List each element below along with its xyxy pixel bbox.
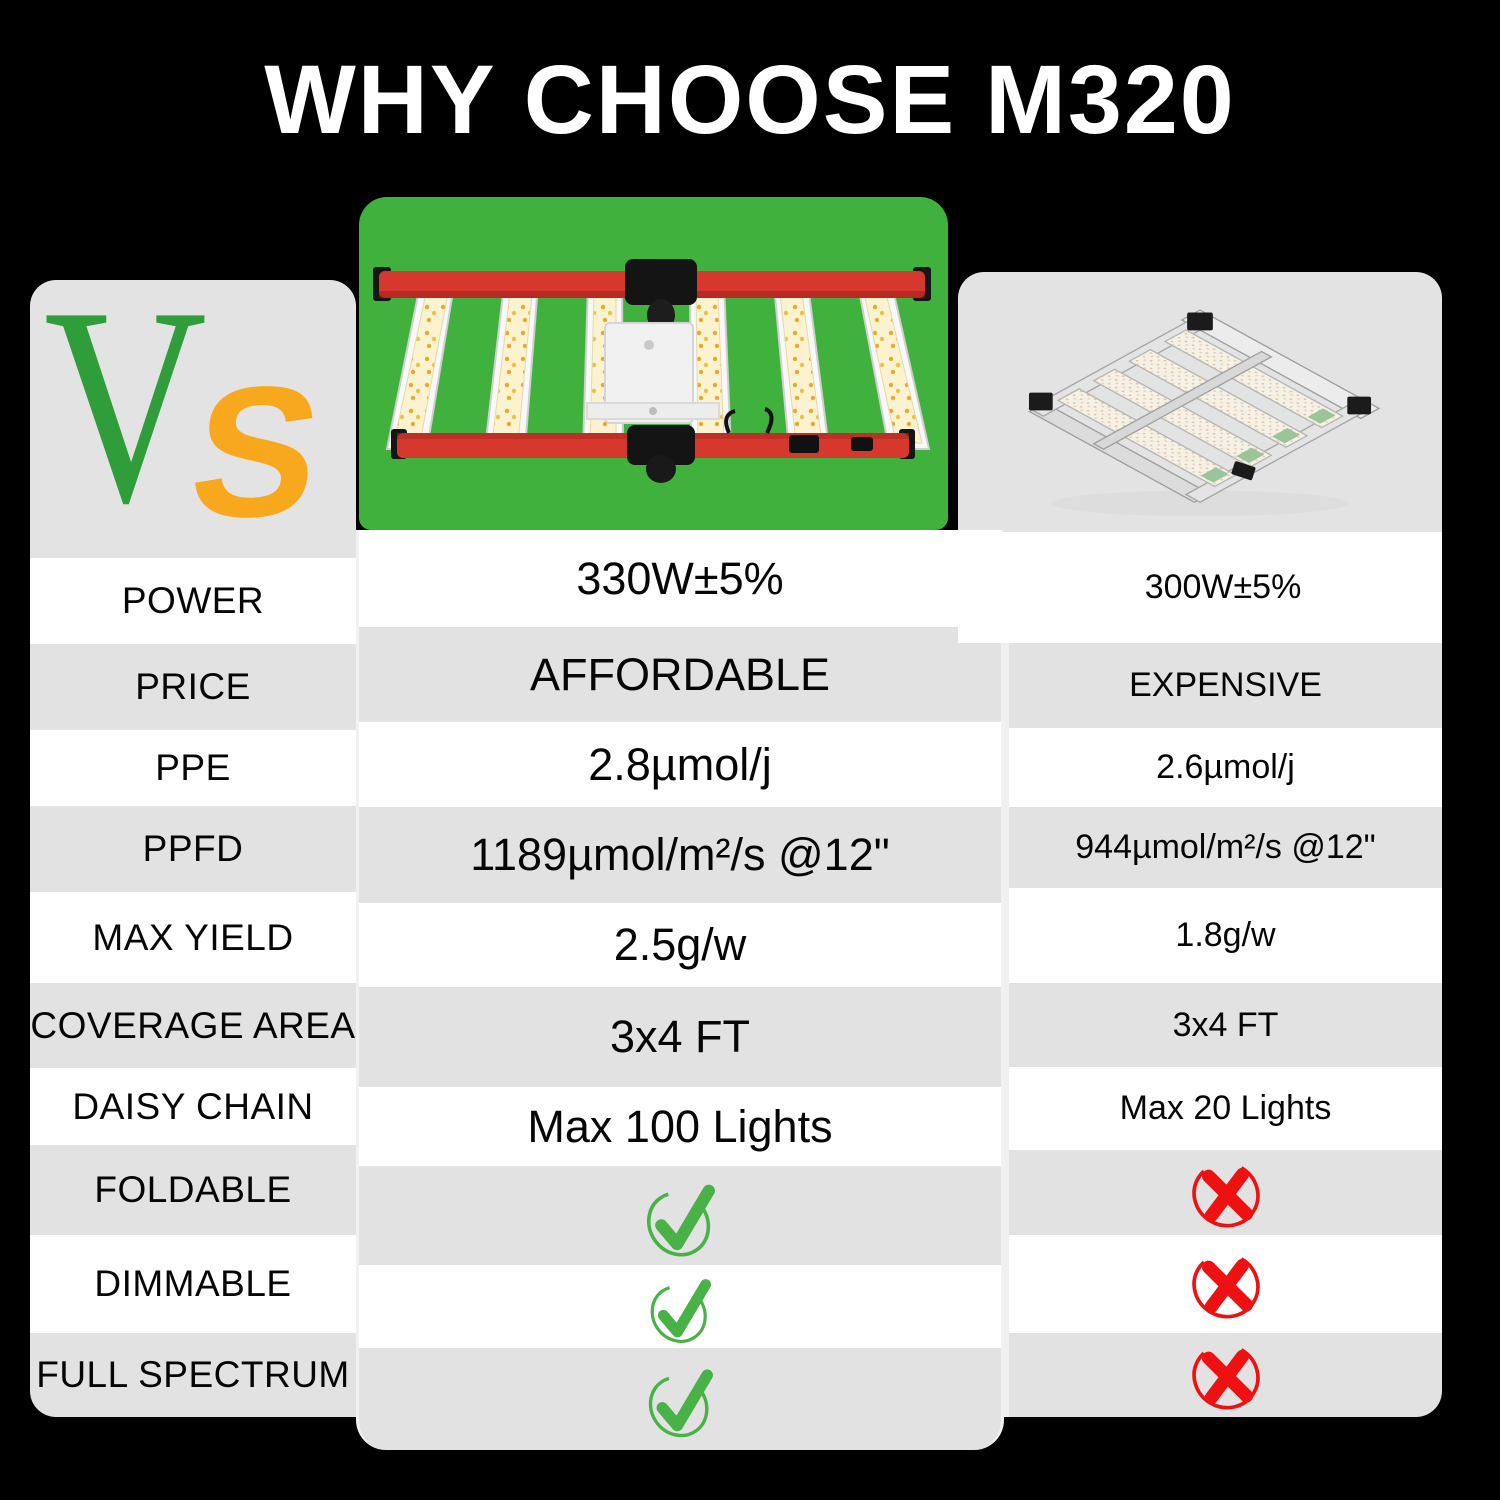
m320-value: 3x4 FT — [356, 987, 1004, 1087]
cross-icon — [1191, 1343, 1260, 1410]
feature-label: FOLDABLE — [30, 1145, 356, 1235]
feature-label: MAX YIELD — [30, 892, 356, 983]
m320-grow-light-image — [373, 259, 931, 483]
competitor-power-value: 300W±5% — [958, 532, 1442, 643]
competitor-value: 3x4 FT — [1004, 983, 1442, 1067]
m320-value-column: 330W±5% AFFORDABLE 2.8µmol/j 1189µmol/m²… — [356, 530, 1004, 1450]
feature-label: COVERAGE AREA — [30, 983, 356, 1068]
m320-value: 2.8µmol/j — [356, 722, 1004, 807]
competitor-hero-panel — [958, 272, 1442, 532]
feature-label-column: POWER PRICE PPE PPFD MAX YIELD COVERAGE … — [30, 558, 356, 1417]
m320-value: Max 100 Lights — [356, 1087, 1004, 1166]
competitor-foldable-cell — [1004, 1150, 1442, 1235]
competitor-full-spectrum-cell — [1004, 1333, 1442, 1417]
cross-icon — [1191, 1252, 1260, 1319]
competitor-value: 1.8g/w — [1004, 888, 1442, 983]
m320-value: AFFORDABLE — [356, 627, 1004, 722]
feature-label: DAISY CHAIN — [30, 1068, 356, 1145]
vs-letter-v: V — [44, 280, 207, 558]
competitor-value: Max 20 Lights — [1004, 1067, 1442, 1150]
check-icon — [650, 1278, 712, 1343]
vs-letter-s: S — [179, 349, 333, 556]
feature-label: FULL SPECTRUM — [30, 1333, 356, 1417]
competitor-grow-light-image — [1028, 309, 1381, 517]
check-icon — [646, 1184, 715, 1256]
m320-value: 1189µmol/m²/s @12" — [356, 807, 1004, 903]
m320-value: 330W±5% — [356, 530, 1004, 627]
m320-full-spectrum-cell — [356, 1348, 1004, 1450]
vs-panel: V S — [30, 280, 356, 558]
feature-label: PPE — [30, 730, 356, 806]
feature-label: PRICE — [30, 644, 356, 730]
m320-value: 2.5g/w — [356, 903, 1004, 987]
m320-foldable-cell — [356, 1166, 1004, 1265]
m320-hero-panel — [359, 197, 948, 530]
m320-dimmable-cell — [356, 1265, 1004, 1348]
feature-label: POWER — [30, 558, 356, 644]
competitor-value-column: EXPENSIVE 2.6µmol/j 944µmol/m²/s @12" 1.… — [1004, 643, 1442, 1417]
feature-label: PPFD — [30, 806, 356, 892]
page-title: WHY CHOOSE M320 — [264, 45, 1236, 154]
feature-label: DIMMABLE — [30, 1235, 356, 1333]
competitor-dimmable-cell — [1004, 1235, 1442, 1333]
check-icon — [648, 1369, 713, 1438]
cross-icon — [1191, 1160, 1260, 1227]
competitor-value: EXPENSIVE — [1004, 643, 1442, 728]
competitor-value: 2.6µmol/j — [1004, 728, 1442, 807]
competitor-value: 944µmol/m²/s @12" — [1004, 807, 1442, 888]
